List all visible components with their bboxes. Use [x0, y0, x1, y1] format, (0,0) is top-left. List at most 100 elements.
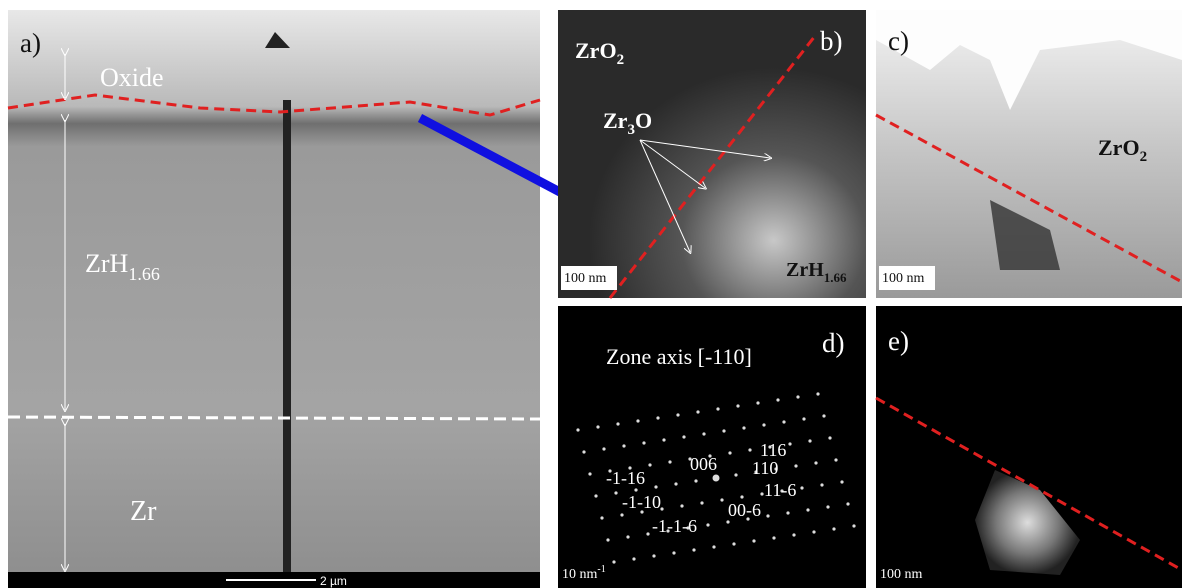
scale-bar-label: 100 nm — [880, 567, 923, 582]
diffraction-spot — [716, 407, 719, 410]
diffraction-spot — [736, 404, 739, 407]
diffraction-spot — [720, 498, 723, 501]
spot-label: 00-6 — [728, 500, 761, 520]
subscript: 2 — [1140, 149, 1148, 165]
diffraction-spot — [694, 479, 697, 482]
diffraction-spot — [792, 533, 795, 536]
panel-label: c) — [888, 26, 909, 56]
panel-d: d) Zone axis [-110] 116 006 110 11-6 -1-… — [558, 306, 866, 588]
diffraction-spot — [642, 441, 645, 444]
subscript: 1.66 — [824, 270, 847, 285]
diffraction-spot — [734, 473, 737, 476]
spot-label: 116 — [760, 440, 786, 460]
diffraction-spot — [702, 432, 705, 435]
diffraction-spot — [600, 516, 603, 519]
panel-a: a) Oxide ZrH1.66 Zr 2 µm — [8, 10, 540, 588]
diffraction-spot — [668, 460, 671, 463]
formula: O — [635, 108, 652, 133]
diffraction-spot — [713, 475, 720, 482]
layer-label: Oxide — [100, 63, 164, 92]
diffraction-spot — [594, 494, 597, 497]
diffraction-spot — [834, 458, 837, 461]
crack — [283, 100, 291, 578]
diffraction-spot — [722, 429, 725, 432]
panel-c: c) ZrO2 100 nm — [876, 10, 1182, 298]
diffraction-spot — [646, 532, 649, 535]
diffraction-spot — [652, 554, 655, 557]
figure: a) Oxide ZrH1.66 Zr 2 µm b) ZrO2 Zr3O Zr… — [0, 0, 1182, 588]
diffraction-spot — [588, 472, 591, 475]
superscript: -1 — [597, 564, 605, 575]
diffraction-spot — [756, 401, 759, 404]
diffraction-spot — [622, 444, 625, 447]
subscript: 1.66 — [128, 264, 160, 284]
formula: ZrO — [1098, 135, 1140, 160]
diffraction-spot — [832, 527, 835, 530]
subscript: 3 — [627, 122, 635, 138]
diffraction-spot — [806, 508, 809, 511]
diffraction-spot — [752, 539, 755, 542]
diffraction-spot — [772, 536, 775, 539]
panel-b: b) ZrO2 Zr3O ZrH1.66 100 nm — [558, 10, 866, 298]
diffraction-spot — [656, 416, 659, 419]
diffraction-spot — [788, 442, 791, 445]
scale-bar-label: 100 nm — [882, 271, 925, 286]
diffraction-spot — [674, 482, 677, 485]
diffraction-spot — [796, 395, 799, 398]
diffraction-spot — [712, 545, 715, 548]
diffraction-spot — [820, 483, 823, 486]
spot-label: -1-16 — [606, 468, 645, 488]
diffraction-spot — [794, 464, 797, 467]
diffraction-spot — [822, 414, 825, 417]
diffraction-spot — [828, 436, 831, 439]
diffraction-spot — [676, 413, 679, 416]
diffraction-spot — [626, 535, 629, 538]
diffraction-spot — [582, 450, 585, 453]
diffraction-spot — [826, 505, 829, 508]
diffraction-spot — [672, 551, 675, 554]
unit: 10 nm — [562, 567, 598, 582]
diffraction-spot — [696, 410, 699, 413]
diffraction-spot — [596, 425, 599, 428]
diffraction-spot — [648, 463, 651, 466]
spot-label: 110 — [752, 458, 778, 478]
diffraction-spot — [740, 495, 743, 498]
diffraction-spot — [614, 491, 617, 494]
panel-label: d) — [822, 328, 845, 358]
diffraction-spot — [762, 423, 765, 426]
formula: Zr — [603, 108, 628, 133]
diffraction-spot — [606, 538, 609, 541]
diffraction-spot — [846, 502, 849, 505]
diffraction-spot — [786, 511, 789, 514]
diffraction-spot — [802, 417, 805, 420]
formula: ZrO — [575, 38, 617, 63]
diffraction-spot — [748, 448, 751, 451]
spot-label: 006 — [690, 454, 717, 474]
scale-bar-label: 2 µm — [320, 574, 347, 588]
diffraction-spot — [816, 392, 819, 395]
diffraction-spot — [766, 514, 769, 517]
diffraction-spot — [706, 523, 709, 526]
formula: ZrH — [786, 259, 824, 281]
diffraction-spot — [800, 486, 803, 489]
panel-label: b) — [820, 26, 843, 56]
layer-label: Zr — [130, 496, 157, 527]
diffraction-spot — [682, 435, 685, 438]
diffraction-spot — [728, 451, 731, 454]
diffraction-spot — [776, 398, 779, 401]
zone-axis-label: Zone axis [-110] — [606, 344, 752, 369]
panel-label: a) — [20, 28, 41, 58]
diffraction-spot — [852, 524, 855, 527]
diffraction-spot — [636, 419, 639, 422]
panel-e: e) 100 nm — [876, 306, 1182, 588]
diffraction-spot — [654, 485, 657, 488]
diffraction-spot — [680, 504, 683, 507]
diffraction-spot — [742, 426, 745, 429]
diffraction-spot — [808, 439, 811, 442]
diffraction-spot — [692, 548, 695, 551]
spot-label: -1-1-6 — [652, 516, 697, 536]
panel-label: e) — [888, 326, 909, 356]
diffraction-spot — [632, 557, 635, 560]
formula: ZrH — [85, 249, 129, 278]
diffraction-spot — [814, 461, 817, 464]
